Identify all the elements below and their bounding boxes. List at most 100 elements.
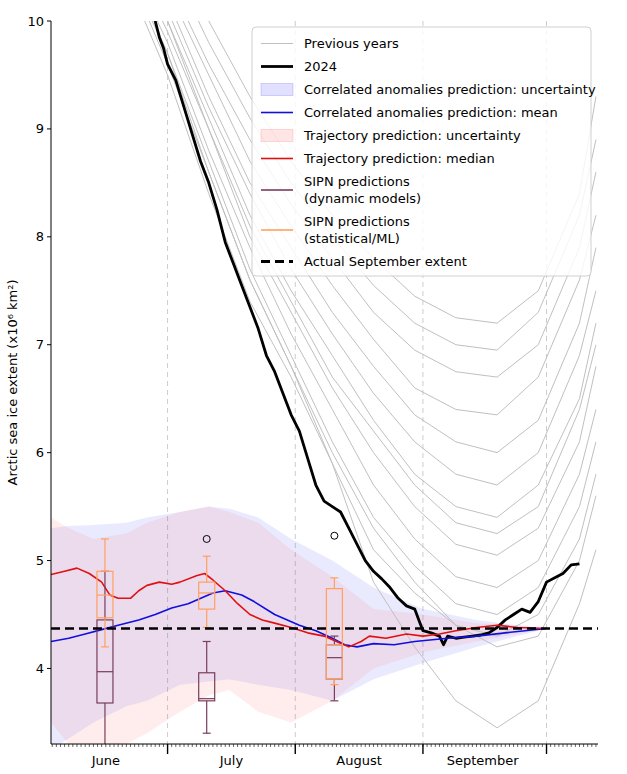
minor-tick	[431, 744, 432, 747]
box	[326, 645, 342, 680]
minor-tick	[274, 744, 275, 747]
minor-tick	[258, 744, 259, 747]
minor-tick	[122, 744, 123, 747]
minor-tick	[159, 744, 160, 747]
minor-tick	[229, 744, 230, 747]
minor-tick	[554, 744, 555, 747]
lower-whisker	[206, 701, 207, 733]
minor-tick	[245, 744, 246, 747]
uncertainty-band	[51, 507, 547, 744]
minor-tick	[447, 744, 448, 747]
minor-tick	[385, 744, 386, 747]
minor-tick	[196, 744, 197, 747]
y-tick-label: 9	[36, 121, 44, 136]
minor-tick	[72, 744, 73, 747]
box	[199, 582, 215, 609]
previous-year-line	[126, 21, 596, 517]
whisker-cap	[330, 684, 338, 685]
minor-tick	[163, 744, 164, 747]
minor-tick	[348, 744, 349, 747]
x-tick-label: August	[336, 753, 382, 768]
y-axis-label: Arctic sea ice extent (x10⁶ km²)	[5, 279, 20, 485]
minor-tick	[76, 744, 77, 747]
outlier	[331, 532, 338, 539]
minor-tick	[340, 744, 341, 747]
previous-year-line	[126, 21, 596, 636]
major-tick	[422, 744, 423, 754]
minor-tick	[427, 744, 428, 747]
legend-label-line: Correlated anomalies prediction: uncerta…	[304, 82, 596, 97]
whisker-cap	[203, 556, 211, 557]
whisker-cap	[330, 635, 338, 636]
legend-swatch	[261, 229, 293, 231]
minor-tick	[142, 744, 143, 747]
minor-tick	[451, 744, 452, 747]
minor-tick	[394, 744, 395, 747]
minor-tick	[562, 744, 563, 747]
y-tick	[47, 21, 51, 22]
minor-tick	[587, 744, 588, 747]
minor-tick	[105, 744, 106, 747]
legend-label: Correlated anomalies prediction: uncerta…	[304, 82, 596, 97]
whisker-cap	[203, 733, 211, 734]
y-tick-label: 6	[36, 445, 44, 460]
minor-tick	[377, 744, 378, 747]
minor-tick	[319, 744, 320, 747]
legend-label-line: SIPN predictions	[304, 214, 410, 229]
minor-tick	[579, 744, 580, 747]
minor-tick	[200, 744, 201, 747]
minor-tick	[266, 744, 267, 747]
previous-year-line	[126, 21, 596, 615]
outlier	[203, 535, 210, 542]
minor-tick	[336, 744, 337, 747]
minor-tick	[212, 744, 213, 747]
minor-tick	[221, 744, 222, 747]
minor-tick	[492, 744, 493, 747]
minor-tick	[443, 744, 444, 747]
legend-label-line: Actual September extent	[304, 254, 467, 269]
minor-tick	[134, 744, 135, 747]
minor-tick	[254, 744, 255, 747]
minor-tick	[282, 744, 283, 747]
legend-swatch	[261, 65, 293, 68]
minor-tick	[311, 744, 312, 747]
minor-tick	[97, 744, 98, 747]
minor-tick	[591, 744, 592, 747]
minor-tick	[534, 744, 535, 747]
minor-tick	[146, 744, 147, 747]
previous-year-line	[126, 21, 596, 588]
previous-year-line	[126, 21, 596, 323]
box-plot	[97, 571, 113, 744]
previous-year-line	[126, 21, 596, 555]
legend-swatch	[261, 112, 293, 114]
legend-label: 2024	[304, 59, 337, 74]
minor-tick	[262, 744, 263, 747]
minor-tick	[155, 744, 156, 747]
minor-tick	[81, 744, 82, 747]
actual-extent-line	[51, 627, 598, 630]
minor-tick	[538, 744, 539, 747]
minor-tick	[216, 744, 217, 747]
legend-label-line: Correlated anomalies prediction: mean	[304, 105, 558, 120]
median-line	[199, 592, 215, 593]
series-line	[155, 21, 579, 645]
plot-area	[51, 21, 598, 744]
minor-tick	[52, 744, 53, 747]
minor-tick	[204, 744, 205, 747]
minor-tick	[550, 744, 551, 747]
whisker-cap	[203, 641, 211, 642]
x-axis	[51, 744, 598, 745]
legend-label-line: (dynamic models)	[304, 191, 421, 206]
y-tick-label: 7	[36, 337, 44, 352]
minor-tick	[402, 744, 403, 747]
minor-tick	[287, 744, 288, 747]
minor-tick	[175, 744, 176, 747]
y-tick	[47, 344, 51, 345]
box	[97, 571, 113, 617]
legend-swatch	[261, 189, 293, 191]
legend-label: SIPN predictions(statistical/ML)	[304, 214, 410, 246]
minor-tick	[455, 744, 456, 747]
axes: 45678910JuneJulyAugustSeptember	[27, 14, 598, 769]
minor-tick	[328, 744, 329, 747]
legend-label: Trajectory prediction: uncertainty	[303, 128, 521, 143]
